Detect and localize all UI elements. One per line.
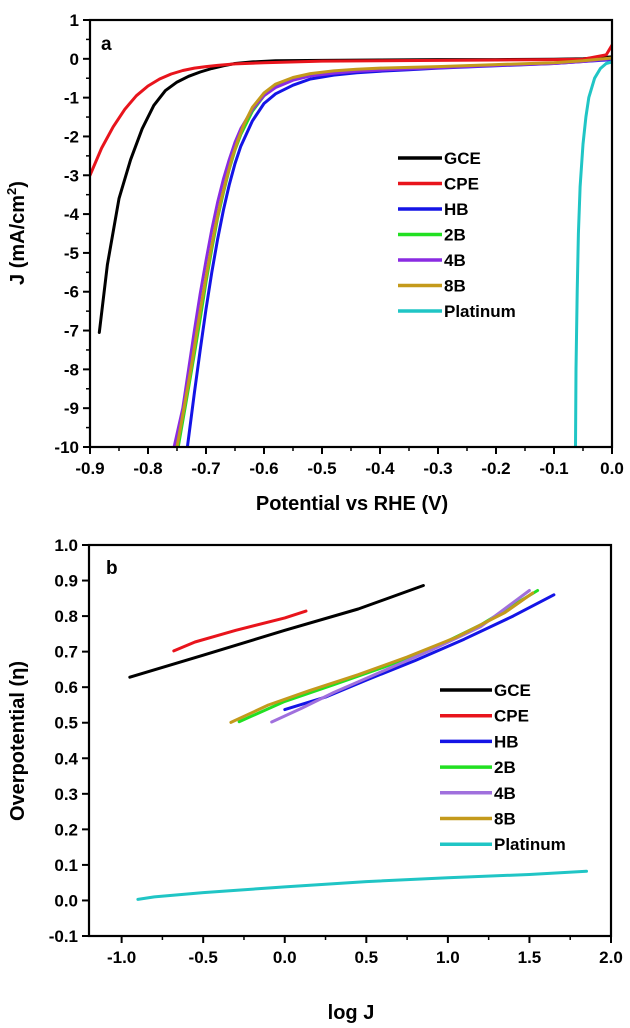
- series-line-8b-a: [175, 56, 612, 447]
- x-tick-label-a: -0.5: [307, 459, 336, 478]
- series-line-2b-a: [176, 57, 612, 447]
- x-tick-label-b: 0.0: [273, 948, 297, 967]
- y-axis-label-b: Overpotential (η): [7, 661, 29, 821]
- series-line-platinum-b: [136, 869, 588, 901]
- y-tick-label-b: 0.6: [54, 678, 78, 697]
- legend-label-hb-a: HB: [444, 200, 469, 219]
- series-line-cpe-a: [90, 43, 612, 177]
- series-line-platinum-a: [574, 60, 612, 447]
- legend-label-platinum-b: Platinum: [494, 835, 566, 854]
- y-axis-label-a-close: ): [7, 181, 29, 188]
- panel-label-b: b: [106, 558, 118, 579]
- x-tick-label-a: -0.9: [75, 459, 104, 478]
- y-tick-label-a: -5: [64, 244, 79, 263]
- y-tick-label-a: -1: [64, 89, 79, 108]
- y-tick-label-b: 0.5: [54, 714, 78, 733]
- y-tick-label-a: -6: [64, 283, 79, 302]
- y-tick-label-a: -4: [64, 205, 80, 224]
- y-tick-label-a: -9: [64, 399, 79, 418]
- y-tick-label-b: 0.1: [54, 856, 78, 875]
- series-line-2b-b: [237, 589, 540, 724]
- x-axis-label-a: Potential vs RHE (V): [256, 493, 448, 515]
- x-tick-label-b: 2.0: [599, 948, 623, 967]
- legend-label-4b-b: 4B: [494, 784, 516, 803]
- series-line-hb-a: [185, 58, 612, 447]
- legend-b: GCE CPE HB 2B 4B 8B Platinum: [440, 681, 566, 854]
- panel-label-a: a: [101, 34, 112, 55]
- y-tick-label-a: -7: [64, 322, 79, 341]
- legend-label-8b-b: 8B: [494, 810, 516, 829]
- y-tick-label-a: 1: [70, 11, 79, 30]
- series-line-8b-b: [229, 591, 535, 724]
- legend-a: GCE CPE HB 2B 4B 8B Platinum: [398, 149, 516, 321]
- x-tick-label-b: -0.5: [189, 948, 218, 967]
- legend-label-4b-a: 4B: [444, 251, 466, 270]
- y-tick-label-b: -0.1: [49, 927, 78, 946]
- legend-label-cpe-b: CPE: [494, 707, 529, 726]
- y-tick-label-b: 0.8: [54, 607, 78, 626]
- legend-label-gce-a: GCE: [444, 149, 481, 168]
- y-tick-label-b: 0.2: [54, 820, 78, 839]
- x-tick-label-b: 0.5: [354, 948, 378, 967]
- x-tick-label-a: -0.7: [191, 459, 220, 478]
- y-tick-label-b: 0.3: [54, 785, 78, 804]
- y-tick-label-b: 0.7: [54, 643, 78, 662]
- plot-frame-b: [87, 543, 613, 938]
- x-tick-label-b: 1.0: [436, 948, 460, 967]
- series-line-4b-b: [270, 589, 531, 724]
- series-line-4b-a: [172, 57, 612, 447]
- x-tick-label-a: -0.3: [423, 459, 452, 478]
- y-tick-label-a: -3: [64, 166, 79, 185]
- legend-label-hb-b: HB: [494, 732, 519, 751]
- y-tick-label-b: 0.0: [54, 891, 78, 910]
- x-tick-label-a: -0.4: [365, 459, 395, 478]
- x-tick-label-a: -0.6: [249, 459, 278, 478]
- chart-panel-a: a J (mA/cm2) Potential vs RHE (V) -0.9 -0…: [4, 11, 624, 515]
- y-tick-label-b: 0.4: [54, 749, 78, 768]
- y-axis-label-a-main: J (mA/cm: [7, 195, 29, 285]
- chart-panel-b: b Overpotential (η) log J -1.0 -0.5 0.0 0.5…: [7, 536, 623, 1024]
- plot-frame-a: [88, 18, 614, 449]
- y-tick-label-b: 1.0: [54, 536, 78, 555]
- series-line-gce-b: [128, 584, 425, 679]
- x-tick-label-b: 1.5: [518, 948, 542, 967]
- x-tick-label-a: 0.0: [600, 459, 624, 478]
- x-tick-label-a: -0.1: [539, 459, 568, 478]
- legend-label-2b-b: 2B: [494, 758, 516, 777]
- y-tick-label-a: -10: [54, 438, 79, 457]
- legend-label-2b-a: 2B: [444, 226, 466, 245]
- y-axis-label-a-sup: 2: [4, 188, 19, 195]
- x-axis-label-b: log J: [328, 1002, 375, 1024]
- legend-label-gce-b: GCE: [494, 681, 531, 700]
- y-tick-label-a: -8: [64, 360, 79, 379]
- series-line-gce-a: [97, 55, 612, 334]
- series-line-cpe-b: [172, 609, 308, 653]
- x-tick-label-a: -0.8: [133, 459, 162, 478]
- legend-label-platinum-a: Platinum: [444, 302, 516, 321]
- y-tick-label-a: -2: [64, 127, 79, 146]
- x-tick-label-a: -0.2: [481, 459, 510, 478]
- y-tick-label-b: 0.9: [54, 572, 78, 591]
- legend-label-8b-a: 8B: [444, 277, 466, 296]
- x-tick-label-b: -1.0: [107, 948, 136, 967]
- y-axis-label-a: J (mA/cm2): [4, 181, 29, 285]
- legend-label-cpe-a: CPE: [444, 175, 479, 194]
- y-tick-label-a: 0: [70, 50, 79, 69]
